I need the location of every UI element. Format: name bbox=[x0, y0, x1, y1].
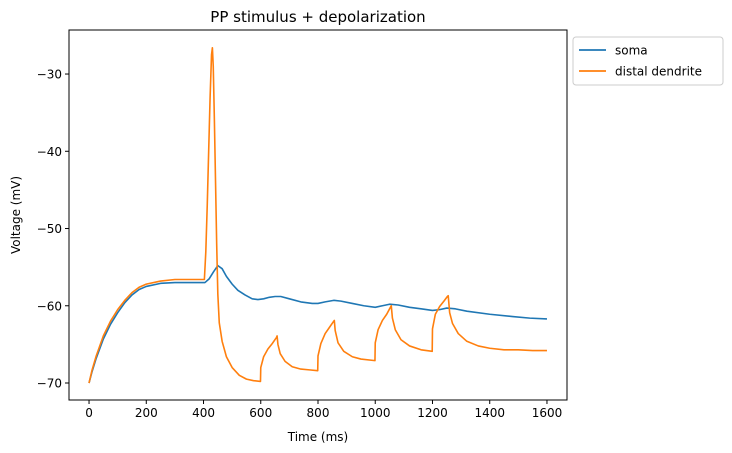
legend: soma distal dendrite bbox=[572, 36, 724, 86]
y-axis: −70 −60 −50 −40 −30 bbox=[37, 68, 69, 391]
x-tick-label: 600 bbox=[249, 406, 272, 420]
y-axis-label: Voltage (mV) bbox=[9, 176, 23, 254]
legend-label-1: distal dendrite bbox=[615, 65, 702, 79]
x-tick-label: 400 bbox=[192, 406, 215, 420]
x-axis: 0 200 400 600 800 1000 1200 1400 1600 bbox=[85, 400, 562, 420]
legend-label-0: soma bbox=[615, 44, 648, 58]
x-tick-label: 1000 bbox=[360, 406, 391, 420]
legend-box bbox=[572, 36, 724, 86]
y-tick-label: −30 bbox=[37, 68, 62, 82]
y-tick-label: −40 bbox=[37, 145, 62, 159]
y-tick-label: −70 bbox=[37, 377, 62, 391]
y-tick-label: −50 bbox=[37, 222, 62, 236]
y-tick-label: −60 bbox=[37, 299, 62, 313]
x-tick-label: 800 bbox=[307, 406, 330, 420]
x-axis-label: Time (ms) bbox=[287, 430, 349, 444]
series-line-0 bbox=[88, 264, 548, 384]
plot-frame bbox=[68, 29, 568, 401]
x-tick-label: 200 bbox=[135, 406, 158, 420]
x-tick-label: 1200 bbox=[417, 406, 448, 420]
x-tick-label: 1400 bbox=[474, 406, 505, 420]
chart-title: PP stimulus + depolarization bbox=[210, 8, 425, 26]
x-tick-label: 0 bbox=[85, 406, 93, 420]
plot-layer bbox=[88, 46, 548, 384]
series-line-1 bbox=[88, 46, 547, 384]
x-tick-label: 1600 bbox=[532, 406, 563, 420]
